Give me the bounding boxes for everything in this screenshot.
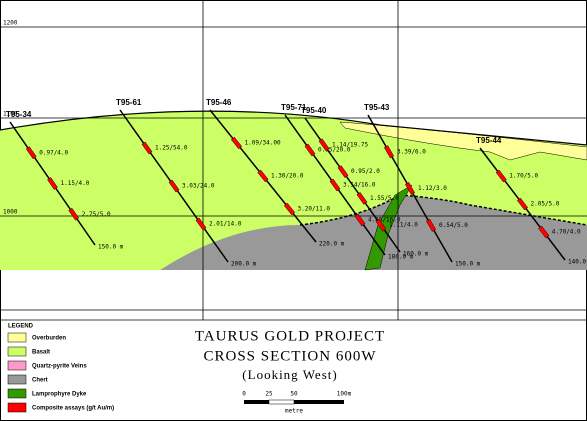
grid-label: 1200 xyxy=(3,20,18,27)
drill-holes: T95-34 0.97/4.0 1.15/4.0 2.75/5.0 150.0 m T95… xyxy=(6,98,587,267)
legend-label: Quartz-pyrite Veins xyxy=(32,364,87,370)
hole-name: T95-46 xyxy=(206,98,232,107)
assay-label: 2.75/5.0 xyxy=(82,211,111,218)
assay-label: 1.55/5.0 xyxy=(370,195,399,202)
assay-interval xyxy=(304,143,316,157)
assay-label: 0.54/5.0 xyxy=(439,222,468,229)
assay-interval xyxy=(516,197,529,211)
title: CROSS SECTION 600W xyxy=(203,348,376,364)
assay-label: 0.97/4.0 xyxy=(39,149,68,156)
assay-label: 1.70/5.0 xyxy=(509,173,538,180)
subtitle: (Looking West) xyxy=(242,367,337,382)
assay-interval xyxy=(230,136,243,150)
hole-depth: 180.0 m xyxy=(388,254,414,261)
legend-swatch xyxy=(7,402,27,413)
hole-depth: 150.0 m xyxy=(98,244,124,251)
assay-label: 1.15/4.0 xyxy=(61,180,90,187)
assay-interval xyxy=(538,225,550,239)
hole-name: T95-61 xyxy=(116,98,142,107)
hole-name: T95-40 xyxy=(301,106,327,115)
assay-interval xyxy=(426,218,436,232)
legend: Overburden Basalt Quartz-pyrite Veins Chert… xyxy=(7,332,114,413)
assay-label: 1.11/4.0 xyxy=(389,222,418,229)
assay-interval xyxy=(329,178,341,192)
hole-depth: 160.0 m xyxy=(403,251,429,258)
chert xyxy=(160,195,587,270)
hole-name: T95-43 xyxy=(364,103,390,112)
assay-label: 1.30/20.0 xyxy=(271,173,304,180)
assay-label: 2.01/14.0 xyxy=(209,221,242,228)
grid-label: 1000 xyxy=(3,209,18,216)
assay-label: 1.14/19.75 xyxy=(332,141,369,148)
assay-interval xyxy=(354,213,366,227)
assay-label: 1.09/34.00 xyxy=(245,140,282,147)
scale-tick: 100m xyxy=(337,391,352,398)
assay-interval xyxy=(356,192,368,205)
assay-label: 1.25/54.0 xyxy=(155,145,188,152)
legend-label: Chert xyxy=(32,378,48,384)
assay-label: 3.14/16.0 xyxy=(343,182,376,189)
legend-swatch xyxy=(7,346,27,357)
lamprophyre-dyke xyxy=(364,184,413,271)
assay-interval xyxy=(495,169,507,183)
hole-name: T95-34 xyxy=(6,110,32,119)
assay-interval xyxy=(405,182,415,195)
legend-label: Overburden xyxy=(32,336,66,342)
assay-label: 3.03/24.0 xyxy=(182,183,215,190)
assay-interval xyxy=(318,138,330,152)
legend-swatch xyxy=(7,374,27,385)
assay-interval xyxy=(195,217,207,231)
legend-label: Composite assays (g/t Au/m) xyxy=(32,406,114,412)
scale-tick: 0 xyxy=(242,391,246,398)
assay-interval xyxy=(337,165,349,178)
legend-swatch xyxy=(7,360,27,371)
legend-label: Basalt xyxy=(32,350,50,356)
grid xyxy=(0,0,587,321)
legend-swatch xyxy=(7,388,27,399)
scale-tick: 50 xyxy=(290,391,298,398)
assay-label: 1.12/3.0 xyxy=(418,185,447,192)
assay-interval xyxy=(25,146,37,160)
hole-depth: 150.0 m xyxy=(455,261,481,268)
assay-interval xyxy=(257,169,269,183)
grid-label: 1100 xyxy=(3,111,18,118)
assay-interval xyxy=(375,218,387,232)
hole-name: T95-71 xyxy=(281,103,307,112)
assay-interval xyxy=(47,177,58,190)
title: TAURUS GOLD PROJECT xyxy=(195,328,385,344)
assay-label: 0.95/20.0 xyxy=(318,147,351,154)
hole-name: T95-44 xyxy=(476,136,502,145)
scale-tick: 25 xyxy=(265,391,273,398)
hole-depth: 220.0 m xyxy=(319,241,345,248)
legend-title: LEGEND xyxy=(8,324,34,330)
assay-label: 2.05/5.0 xyxy=(531,201,560,208)
scale-unit: metre xyxy=(285,408,303,415)
assay-interval xyxy=(283,202,296,216)
assay-label: 0.95/2.0 xyxy=(351,168,380,175)
hole-depth: 140.0 m xyxy=(568,259,587,266)
legend-label: Lamprophyre Dyke xyxy=(32,392,87,398)
legend-swatch xyxy=(7,332,27,343)
assay-label: 4.70/4.0 xyxy=(552,229,581,236)
hole-depth: 200.0 m xyxy=(231,261,257,268)
assay-interval xyxy=(384,145,394,159)
topography xyxy=(0,110,587,146)
scale-bar xyxy=(244,399,344,405)
assay-label: 3.39/6.0 xyxy=(397,148,426,155)
assay-label: 4.65/16.0 xyxy=(368,217,401,224)
assay-interval xyxy=(168,179,180,193)
assay-label: 3.20/11.0 xyxy=(298,206,331,213)
assay-interval xyxy=(68,207,80,221)
assay-interval xyxy=(141,141,153,155)
